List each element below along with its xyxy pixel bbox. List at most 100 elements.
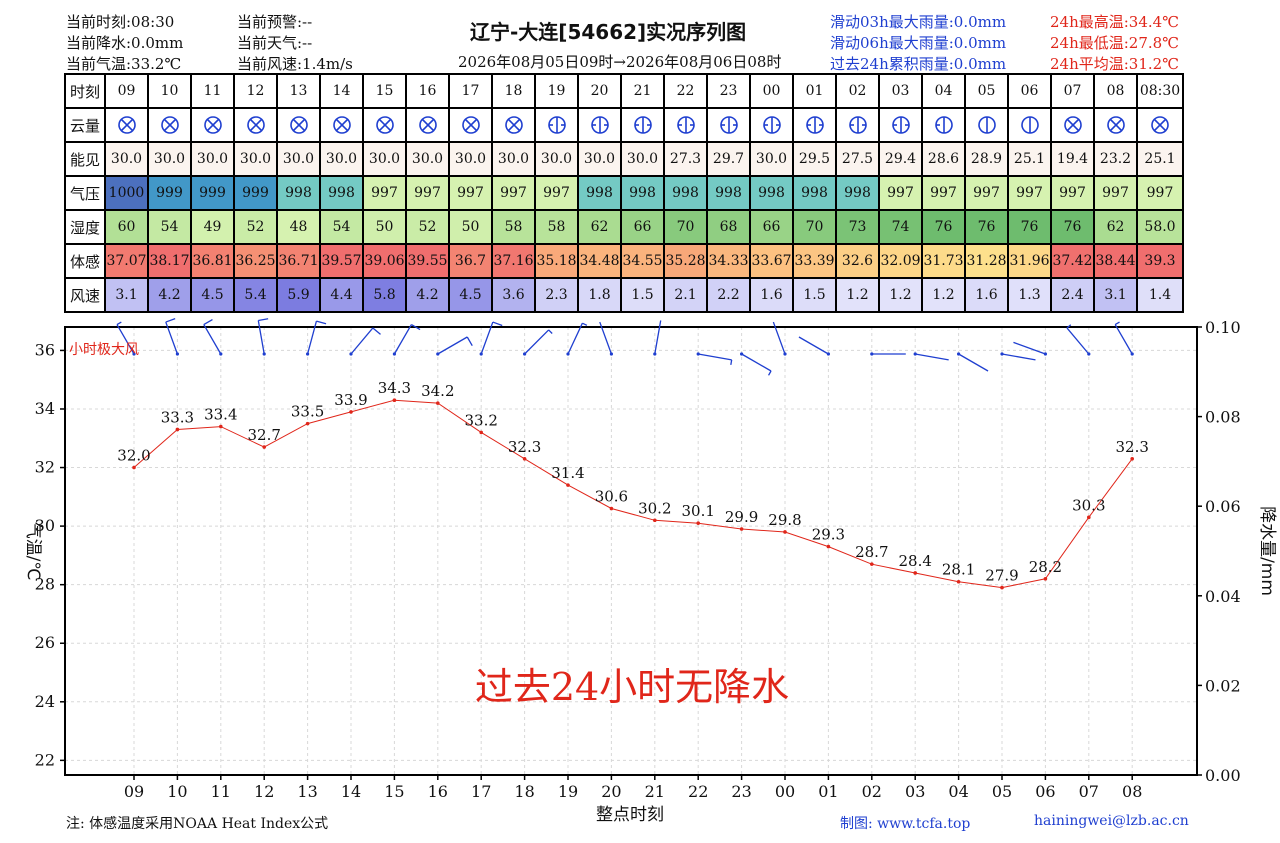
visibility-cell: 30.0 [448, 141, 493, 177]
wind-barb-staff [437, 336, 468, 355]
time-cell: 14 [319, 73, 364, 109]
temperature-point [479, 430, 484, 435]
observation-table: 时刻 09 10 11 12 13 14 15 16 17 18 19 20 21 22 23 00 01 02 03… [64, 73, 1184, 313]
wind-barb-staff [698, 353, 732, 361]
wind-barb-feather [165, 318, 176, 323]
wind-barb-feather [203, 318, 213, 326]
x-tick-label: 02 [862, 782, 882, 801]
x-axis-label: 整点时刻 [596, 805, 664, 825]
pressure-cell: 997 [1136, 175, 1184, 211]
cloud-cell [405, 107, 450, 143]
cloud-cover-icon [719, 116, 738, 134]
x-tick-label: 15 [384, 782, 404, 801]
cloud-cell [1007, 107, 1052, 143]
cloud-cell [620, 107, 665, 143]
temperature-data-label: 28.2 [1029, 558, 1062, 576]
min-temp: 24h最低温:27.8℃ [1050, 34, 1179, 52]
temperature-data-label: 29.3 [812, 526, 845, 544]
x-tick-label: 08 [1122, 782, 1142, 801]
humidity-cell: 50 [362, 209, 407, 245]
time-cell: 20 [577, 73, 622, 109]
wind-speed-cell: 3.6 [491, 277, 536, 313]
pressure-cell: 998 [835, 175, 880, 211]
cloud-cover-icon [246, 116, 265, 134]
cloud-cell [233, 107, 278, 143]
wind-barb-staff [306, 320, 318, 355]
pressure-cell: 998 [577, 175, 622, 211]
visibility-cell: 29.5 [792, 141, 837, 177]
wind-barb-staff [654, 320, 662, 355]
wind-barb-staff [798, 336, 829, 355]
time-cell: 06 [1007, 73, 1052, 109]
cloud-cover-icon [1106, 116, 1125, 134]
wind-barb-staff [350, 327, 374, 355]
pressure-cell: 997 [448, 175, 493, 211]
x-tick-label: 23 [731, 782, 751, 801]
temperature-point [826, 544, 831, 549]
wind-barb-feather [548, 329, 553, 334]
humidity-cell: 70 [792, 209, 837, 245]
row-cloud: 云量 [64, 107, 1184, 143]
y-axis-label: 气温/℃ [23, 522, 43, 581]
time-cell: 23 [706, 73, 751, 109]
temperature-point [175, 427, 180, 432]
wind-speed-cell: 1.6 [964, 277, 1009, 313]
visibility-cell: 19.4 [1050, 141, 1095, 177]
visibility-cell: 25.1 [1136, 141, 1184, 177]
feels-like-cell: 36.7 [448, 243, 493, 279]
time-cell: 10 [147, 73, 192, 109]
rain-3h: 滑动03h最大雨量:0.0mm [830, 13, 1007, 31]
wind-barb-feather [466, 336, 473, 346]
humidity-cell: 74 [878, 209, 923, 245]
feels-like-cell: 36.71 [276, 243, 321, 279]
footer-email: hainingwei@lzb.ac.cn [1034, 813, 1189, 829]
rain-6h: 滑动06h最大雨量:0.0mm [830, 34, 1007, 52]
feels-like-cell: 35.28 [663, 243, 708, 279]
pressure-cell: 997 [1093, 175, 1138, 211]
cloud-cell [792, 107, 837, 143]
wind-barb-feather [767, 370, 772, 376]
cloud-cover-icon [375, 116, 394, 134]
x-tick-label: 14 [341, 782, 361, 801]
temperature-data-label: 27.9 [985, 567, 1018, 585]
visibility-cell: 25.1 [1007, 141, 1052, 177]
humidity-cell: 76 [1050, 209, 1095, 245]
feels-like-cell: 37.16 [491, 243, 536, 279]
feels-like-cell: 35.18 [534, 243, 579, 279]
humidity-cell: 70 [663, 209, 708, 245]
current-wind: 当前风速:1.4m/s [237, 55, 353, 73]
feels-like-cell: 39.3 [1136, 243, 1184, 279]
humidity-cell: 52 [233, 209, 278, 245]
visibility-cell: 30.0 [233, 141, 278, 177]
wind-speed-cell: 1.5 [620, 277, 665, 313]
x-tick-label: 16 [428, 782, 448, 801]
cloud-cover-icon [160, 116, 179, 134]
x-tick-label: 20 [601, 782, 621, 801]
row-wind-speed: 风速 3.1 4.2 4.5 5.4 5.9 4.4 5.8 4.2 4.5 3.6 2.3 1.8 1.… [64, 277, 1184, 313]
x-tick-label: 21 [645, 782, 665, 801]
wind-barb-feather [1066, 324, 1072, 329]
row-label: 气压 [64, 175, 106, 211]
pressure-cell: 1000 [104, 175, 149, 211]
cloud-cell [1050, 107, 1095, 143]
cloud-cell [663, 107, 708, 143]
feels-like-cell: 34.48 [577, 243, 622, 279]
wind-barb-staff [772, 321, 786, 355]
pressure-cell: 998 [276, 175, 321, 211]
wind-barb-staff [1013, 341, 1046, 355]
cloud-cell [577, 107, 622, 143]
cloud-cell [921, 107, 966, 143]
cloud-cover-icon [504, 116, 523, 134]
wind-speed-cell: 5.4 [233, 277, 278, 313]
wind-barb-feather [372, 327, 381, 335]
humidity-cell: 52 [405, 209, 450, 245]
cloud-cover-icon [762, 116, 781, 134]
feels-like-cell: 39.57 [319, 243, 364, 279]
time-cell: 15 [362, 73, 407, 109]
cloud-cell [104, 107, 149, 143]
temperature-data-label: 30.3 [1072, 496, 1105, 514]
humidity-cell: 76 [964, 209, 1009, 245]
feels-like-cell: 38.17 [147, 243, 192, 279]
pressure-cell: 997 [534, 175, 579, 211]
time-cell: 13 [276, 73, 321, 109]
